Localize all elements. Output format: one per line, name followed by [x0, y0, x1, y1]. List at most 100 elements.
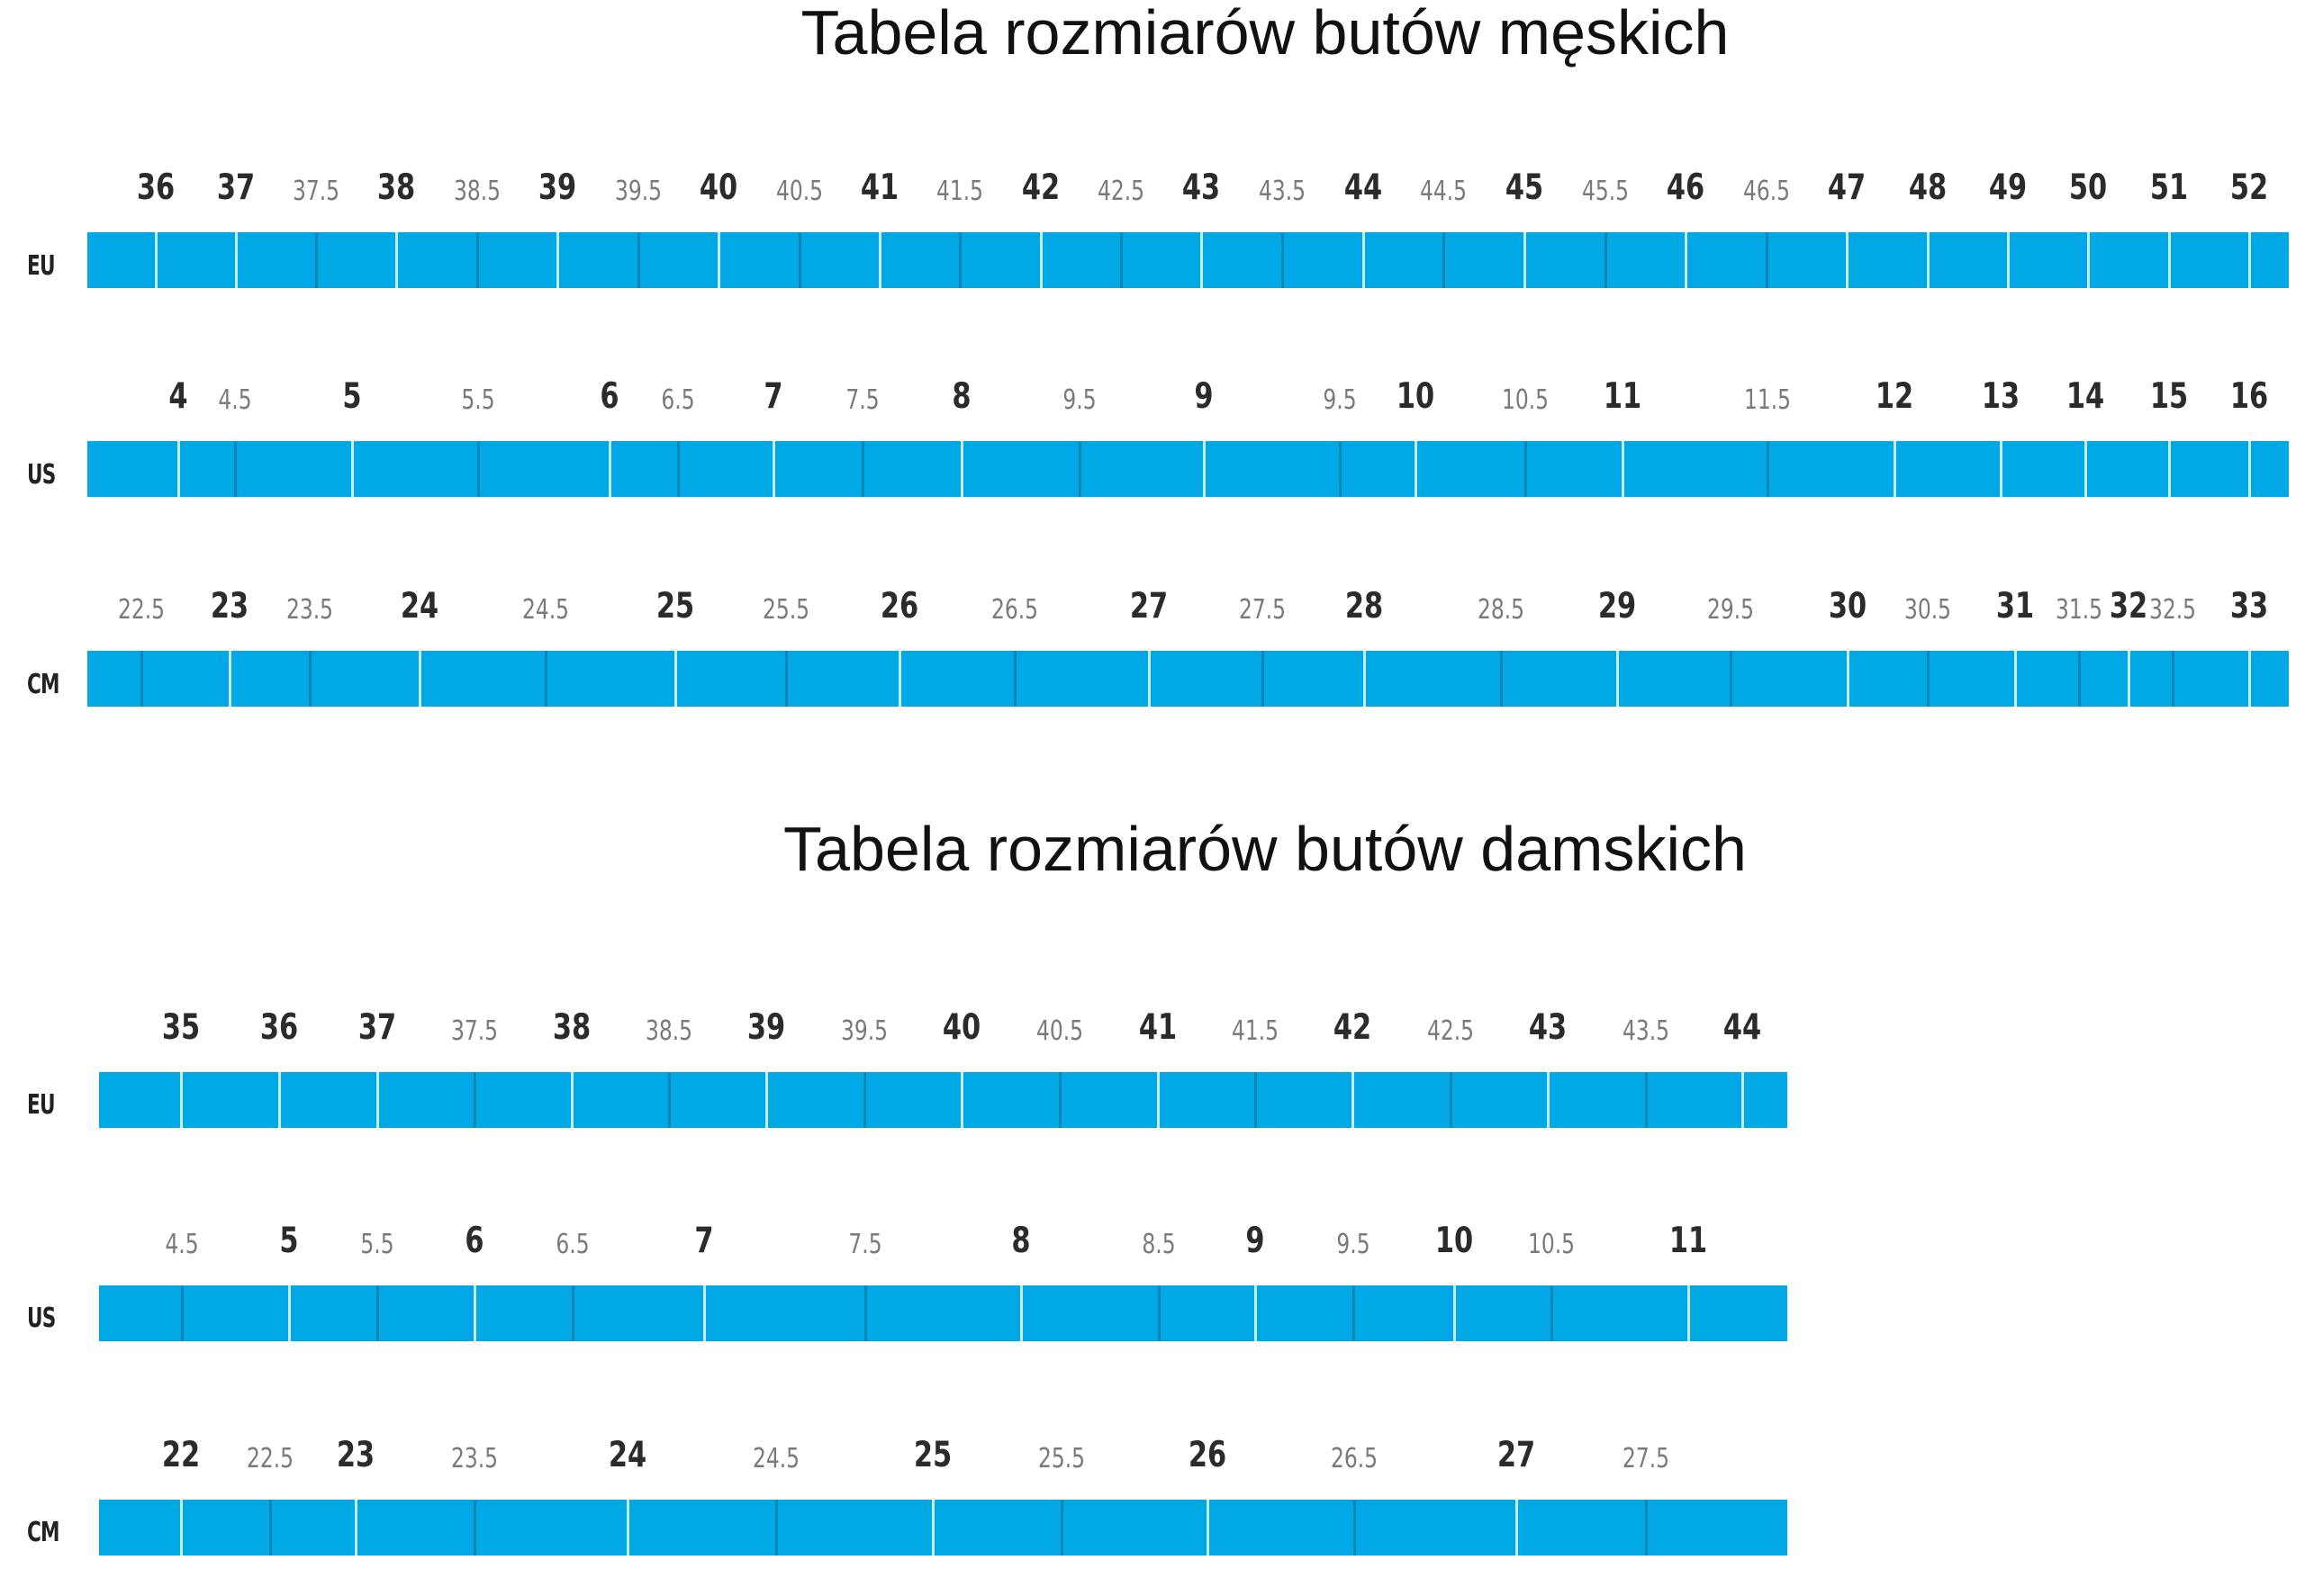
size-label: 22.5 — [246, 1443, 294, 1474]
size-label: 24 — [400, 586, 439, 627]
size-tick — [1847, 651, 1849, 707]
size-tick — [959, 232, 962, 288]
size-tick — [1515, 1500, 1518, 1555]
size-label: 38 — [552, 1007, 592, 1048]
size-tick — [376, 1285, 379, 1341]
size-tick — [799, 232, 801, 288]
size-label: 41.5 — [1231, 1015, 1279, 1047]
size-tick — [1767, 441, 1769, 497]
size-label: 28.5 — [1477, 594, 1525, 626]
size-tick — [1157, 1072, 1160, 1128]
size-tick — [1281, 232, 1284, 288]
size-label: 15 — [2149, 376, 2189, 417]
size-tick — [1059, 1072, 1062, 1128]
size-tick — [1894, 441, 1896, 497]
men-chart-title: Tabela rozmiarów butów męskich — [800, 0, 1730, 68]
size-tick — [961, 1072, 963, 1128]
size-tick — [419, 651, 421, 707]
size-label: 41 — [1138, 1007, 1178, 1048]
size-tick — [718, 232, 720, 288]
size-label: 24 — [608, 1435, 647, 1475]
size-tick — [961, 441, 963, 497]
size-label: 46 — [1666, 167, 1705, 208]
size-label: 39.5 — [840, 1015, 889, 1047]
size-label: 38 — [376, 167, 416, 208]
women-us-scale-bar — [99, 1285, 1787, 1341]
size-tick — [1685, 232, 1687, 288]
size-label: 9.5 — [1323, 384, 1357, 416]
size-label: 30 — [1828, 586, 1867, 627]
size-label: 29.5 — [1706, 594, 1755, 626]
size-label: 44 — [1722, 1007, 1762, 1048]
size-label: 23.5 — [450, 1443, 499, 1474]
size-label: 40 — [942, 1007, 981, 1048]
size-label: 23.5 — [285, 594, 334, 626]
size-tick — [2087, 232, 2090, 288]
size-label: 29 — [1597, 586, 1637, 627]
size-tick — [2248, 232, 2251, 288]
size-label: 24.5 — [521, 594, 570, 626]
size-label: 39 — [746, 1007, 786, 1048]
size-tick — [1442, 232, 1445, 288]
size-tick — [677, 441, 680, 497]
size-tick — [1020, 1285, 1023, 1341]
size-tick — [1645, 1072, 1648, 1128]
size-tick — [235, 232, 238, 288]
men-us-scale-bar — [87, 441, 2289, 497]
size-label: 22 — [161, 1435, 201, 1475]
size-tick — [2172, 651, 2174, 707]
size-label: 14 — [2065, 376, 2105, 417]
size-label: 10 — [1396, 376, 1435, 417]
size-tick — [879, 232, 881, 288]
size-tick — [609, 441, 611, 497]
size-tick — [180, 1072, 183, 1128]
size-label: 6 — [465, 1221, 484, 1261]
size-tick — [1254, 1072, 1257, 1128]
size-label: 7.5 — [848, 1229, 882, 1260]
size-tick — [1927, 232, 1930, 288]
size-label: 26.5 — [1330, 1443, 1378, 1474]
size-label: 22.5 — [117, 594, 166, 626]
size-tick — [1203, 441, 1206, 497]
size-label: 37.5 — [450, 1015, 499, 1047]
size-tick — [1363, 651, 1366, 707]
men-us-row-label: US — [27, 459, 56, 491]
size-tick — [571, 1072, 574, 1128]
size-tick — [180, 1500, 183, 1555]
men-eu-scale-bar — [87, 232, 2289, 288]
size-tick — [474, 1072, 476, 1128]
size-label: 38.5 — [645, 1015, 693, 1047]
size-tick — [477, 441, 480, 497]
size-label: 49 — [1988, 167, 2028, 208]
size-label: 32 — [2109, 586, 2148, 627]
size-tick — [1207, 1500, 1209, 1555]
size-tick — [1014, 651, 1017, 707]
size-tick — [932, 1500, 935, 1555]
size-tick — [2168, 232, 2171, 288]
women-eu-row-label: EU — [27, 1089, 55, 1121]
size-tick — [355, 1500, 357, 1555]
size-label: 31 — [1995, 586, 2035, 627]
size-tick — [1040, 232, 1043, 288]
size-tick — [1500, 651, 1503, 707]
size-tick — [351, 441, 354, 497]
size-tick — [572, 1285, 574, 1341]
size-label: 4.5 — [218, 384, 252, 416]
size-tick — [1352, 1285, 1355, 1341]
size-label: 52 — [2229, 167, 2269, 208]
size-label: 26 — [1188, 1435, 1227, 1475]
size-label: 45.5 — [1581, 176, 1630, 207]
women-chart-title: Tabela rozmiarów butów damskich — [783, 814, 1747, 884]
women-us-row-label: US — [27, 1303, 56, 1334]
men-eu-row-label: EU — [27, 250, 55, 282]
size-tick — [2084, 441, 2087, 497]
size-label: 36 — [259, 1007, 299, 1048]
size-label: 6 — [600, 376, 619, 417]
size-tick — [181, 1285, 184, 1341]
size-label: 28 — [1344, 586, 1384, 627]
size-label: 44 — [1343, 167, 1383, 208]
size-label: 46.5 — [1742, 176, 1791, 207]
size-tick — [1120, 232, 1123, 288]
size-tick — [1148, 651, 1151, 707]
size-tick — [278, 1072, 281, 1128]
